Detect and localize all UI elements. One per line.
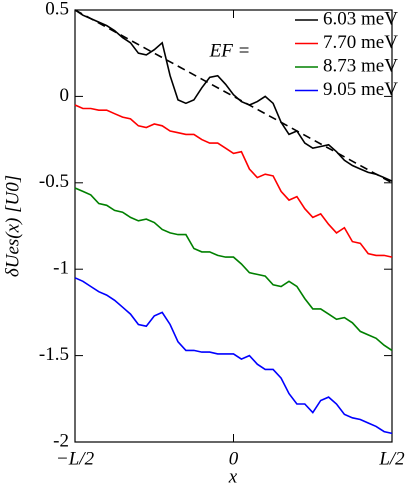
legend-label: 7.70 meV	[323, 32, 398, 53]
series-line	[74, 277, 393, 435]
y-tick-label: 0.5	[45, 0, 69, 19]
y-tick-label: -0.5	[39, 171, 69, 192]
y-tick-label: -1	[53, 258, 69, 279]
y-axis-label: δUes(x) [U0]	[2, 175, 23, 277]
x-tick-label: −L/2	[56, 448, 95, 469]
legend-label: 9.05 meV	[323, 79, 398, 100]
series-line	[74, 9, 393, 182]
series-line	[74, 187, 393, 352]
y-tick-label: -1.5	[39, 344, 69, 365]
series-line	[74, 104, 393, 258]
y-tick-label: 0	[60, 85, 70, 106]
x-tick-label: L/2	[378, 448, 405, 469]
legend-title: EF =	[209, 40, 251, 61]
y-tick-label: -2	[53, 430, 69, 451]
x-axis-label: x	[228, 466, 238, 487]
legend-label: 8.73 meV	[323, 55, 398, 76]
x-tick-label: 0	[229, 448, 239, 469]
legend-label: 6.03 meV	[323, 8, 398, 29]
